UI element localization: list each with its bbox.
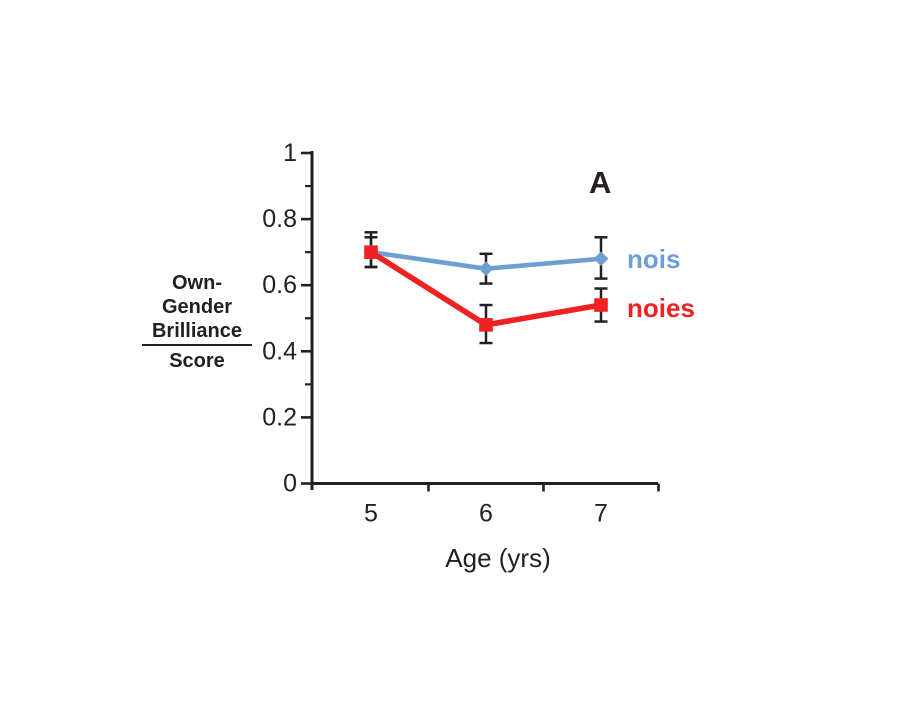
marker-square-noies: [479, 318, 493, 332]
y-axis-label-line-1: Own-: [172, 272, 222, 294]
marker-diamond-nois: [478, 261, 494, 277]
x-tick-label: 7: [594, 500, 608, 528]
y-axis-label-denominator: Score: [169, 350, 225, 372]
x-tick-label: 5: [364, 500, 378, 528]
y-axis-label-line-2: Gender: [161, 296, 233, 318]
legend-label-nois: nois: [627, 244, 681, 274]
legend-label-noies: noies: [627, 293, 695, 323]
x-axis-title: Age (yrs): [445, 543, 551, 573]
y-tick-label: 0.6: [262, 271, 297, 299]
y-tick-label: 0.4: [262, 337, 297, 365]
marker-diamond-nois: [593, 251, 609, 267]
marker-square-noies: [594, 298, 608, 312]
y-axis-label: Own- Gender Brilliance Score: [142, 271, 252, 373]
marker-square-noies: [364, 245, 378, 259]
x-tick-label: 6: [479, 500, 493, 528]
y-tick-label: 0.2: [262, 403, 297, 431]
y-tick-label: 0.8: [262, 205, 297, 233]
panel-label-a: A: [589, 165, 612, 200]
y-tick-label: 1: [283, 139, 297, 167]
y-tick-label: 0: [283, 470, 297, 498]
y-axis-label-line-3: Brilliance: [142, 319, 252, 346]
